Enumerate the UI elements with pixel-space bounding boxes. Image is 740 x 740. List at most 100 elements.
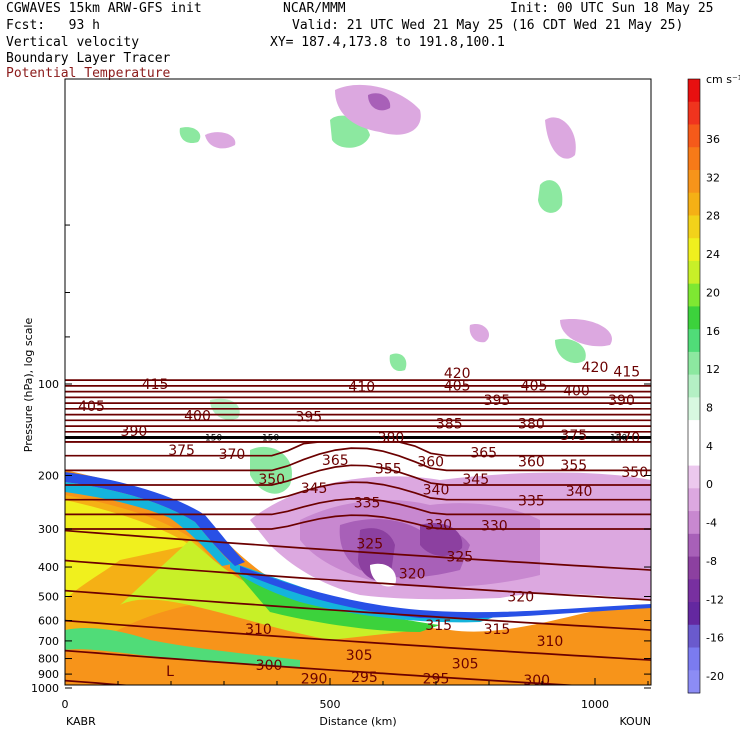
- theta-label-44: 310: [537, 634, 564, 650]
- colorbar-swatch-4: [688, 169, 700, 194]
- theta-label-46: 305: [452, 656, 479, 672]
- init-time: Init: 00 UTC Sun 18 May 25: [510, 1, 714, 16]
- valid-time: Valid: 21 UTC Wed 21 May 25 (16 CDT Wed …: [292, 18, 684, 33]
- vertical-velocity-shading-12: [538, 180, 563, 213]
- colorbar-swatch-18: [688, 488, 700, 512]
- vertical-velocity-shading-4: [230, 565, 440, 632]
- colorbar-swatch-7: [688, 238, 700, 262]
- theta-label-27: 350: [258, 472, 285, 488]
- colorbar-swatch-19: [688, 511, 700, 535]
- vertical-velocity-shading-19: [205, 132, 236, 149]
- y-tick-label-4: 500: [38, 590, 59, 603]
- plot-frame: [64, 78, 652, 686]
- theta-label-31: 340: [423, 482, 450, 498]
- isentrope-305: [65, 649, 581, 685]
- theta-label-5: 370: [219, 447, 246, 463]
- theta-label-45: 305: [346, 648, 373, 664]
- vertical-velocity-shading-14: [389, 353, 407, 372]
- colorbar-swatch-2: [688, 124, 700, 148]
- theta-label-6: 410: [348, 380, 375, 396]
- isentrope-345: [65, 464, 651, 486]
- theta-label-52: 282: [163, 686, 190, 702]
- colorbar-swatch-8: [688, 260, 700, 285]
- x-tick-label-0: 0: [62, 698, 69, 711]
- theta-label-19: 375: [560, 428, 587, 444]
- theta-label-43: 310: [245, 622, 272, 638]
- theta-label-3: 390: [121, 424, 148, 440]
- isentrope-315: [65, 589, 651, 631]
- colorbar-swatch-21: [688, 556, 700, 580]
- theta-label-26: 355: [560, 458, 587, 474]
- colorbar-unit: cm s⁻¹: [706, 73, 740, 86]
- theta-label-37: 325: [356, 537, 383, 553]
- isentrope-310: [65, 619, 651, 661]
- theta-label-51: 290: [301, 671, 328, 687]
- vertical-velocity-shading-28: [368, 93, 391, 111]
- theta-label-11: 395: [484, 393, 511, 409]
- colorbar-label-0: 36: [706, 133, 720, 146]
- isentrope-330: [65, 514, 651, 530]
- colorbar-swatch-15: [688, 420, 700, 444]
- theta-label-34: 335: [518, 494, 545, 510]
- theta-label-20: 370: [613, 431, 640, 447]
- y-axis-label: Pressure (hPa), log scale: [22, 318, 35, 453]
- colorbar-swatch-1: [688, 101, 700, 125]
- colorbar-swatch-17: [688, 465, 700, 489]
- vertical-velocity-shading-22: [469, 323, 490, 343]
- vertical-velocity-shading-20: [545, 117, 576, 159]
- colorbar-label-6: 12: [706, 363, 720, 376]
- y-tick-label-2: 300: [38, 523, 59, 536]
- theta-label-50: 295: [423, 671, 450, 687]
- tropopause-label-0: 150: [205, 434, 222, 444]
- colorbar-swatch-25: [688, 647, 700, 671]
- theta-label-8: 420: [444, 366, 471, 382]
- theta-label-2: 400: [184, 409, 211, 425]
- theta-label-4: 375: [168, 443, 195, 459]
- colorbar-swatch-3: [688, 147, 700, 171]
- colorbar-swatch-26: [688, 670, 700, 694]
- tropopause-label-2: 150: [610, 434, 627, 444]
- field-vertical-velocity: Vertical velocity: [6, 35, 140, 50]
- vertical-velocity-shading-2: [65, 500, 190, 600]
- vertical-velocity-shading-27: [420, 522, 463, 556]
- colorbar-swatch-11: [688, 329, 700, 353]
- field-potential-temperature: Potential Temperature: [6, 66, 171, 81]
- theta-label-32: 340: [566, 484, 593, 500]
- org-label: NCAR/MMM: [283, 1, 346, 16]
- colorbar-swatch-10: [688, 306, 700, 330]
- colorbar-label-3: 24: [706, 248, 720, 261]
- theta-label-29: 345: [301, 481, 328, 497]
- theta-label-40: 320: [507, 589, 534, 605]
- theta-label-21: 365: [322, 453, 349, 469]
- theta-label-48: 300: [523, 673, 550, 689]
- theta-label-16: 385: [436, 417, 463, 433]
- colorbar-swatch-0: [688, 79, 700, 103]
- low-center-marker: L: [166, 664, 174, 680]
- y-tick-label-8: 900: [38, 668, 59, 681]
- colorbar-label-7: 8: [706, 402, 713, 415]
- model-title: CGWAVES 15km ARW-GFS init: [6, 1, 202, 16]
- colorbar-swatch-13: [688, 374, 700, 398]
- theta-label-15: 390: [608, 393, 635, 409]
- isentrope-340: [65, 481, 651, 501]
- x-tick-label-1: 500: [320, 698, 341, 711]
- colorbar-swatch-12: [688, 351, 700, 376]
- y-tick-label-0: 100: [38, 378, 59, 391]
- colorbar-swatch-5: [688, 192, 700, 216]
- theta-label-22: 365: [470, 445, 497, 461]
- colorbar-swatch-23: [688, 602, 700, 626]
- theta-label-23: 360: [417, 455, 444, 471]
- isentrope-350: [65, 447, 651, 472]
- colorbar-swatch-9: [688, 283, 700, 307]
- x-end-station: KOUN: [619, 715, 651, 728]
- vertical-velocity-shading-21: [560, 319, 612, 347]
- tropopause-label-1: 150: [262, 434, 279, 444]
- vertical-velocity-shading-18: [335, 84, 421, 135]
- isentrope-325: [65, 529, 651, 571]
- colorbar-label-13: -16: [706, 632, 724, 645]
- vertical-velocity-shading-13: [555, 338, 586, 364]
- x-axis-label: Distance (km): [319, 715, 396, 728]
- theta-label-47: 300: [256, 658, 283, 674]
- vertical-velocity-shading-9: [65, 482, 232, 566]
